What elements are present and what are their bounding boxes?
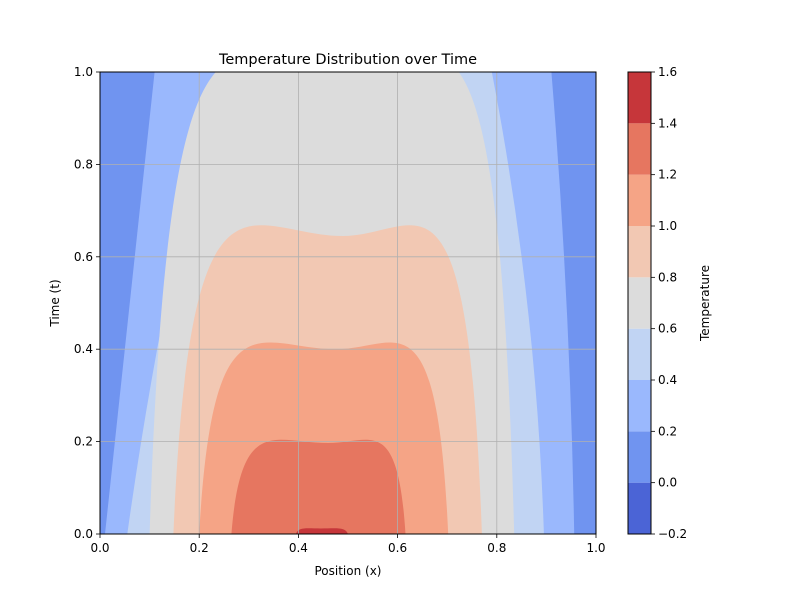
colorbar-ticks: −0.2 0.0 0.2 0.4 0.6 0.8 1.0 1.2 1.4 1.6 [651, 65, 687, 541]
y-tick-label: 1.0 [74, 65, 93, 79]
colorbar-swatch [628, 380, 651, 432]
y-tick-label: 0.0 [74, 527, 93, 541]
colorbar-swatch [628, 226, 651, 278]
y-tick-label: 0.6 [74, 250, 93, 264]
colorbar-tick-label: 1.6 [658, 65, 677, 79]
colorbar: −0.2 0.0 0.2 0.4 0.6 0.8 1.0 1.2 1.4 1.6 Temperat… [627, 65, 712, 541]
y-tick-label: 0.2 [74, 435, 93, 449]
x-tick-label: 1.0 [586, 541, 605, 555]
contour-bands [100, 72, 596, 534]
colorbar-swatch [628, 482, 651, 534]
colorbar-tick-label: 1.2 [658, 168, 677, 182]
x-axis: 0.0 0.2 0.4 0.6 0.8 1.0 [90, 534, 606, 555]
x-tick-label: 0.0 [90, 541, 109, 555]
contour-band [295, 528, 348, 534]
contour-band [231, 439, 406, 534]
x-axis-label: Position (x) [314, 564, 381, 578]
x-tick-label: 0.2 [190, 541, 209, 555]
y-tick-label: 0.8 [74, 157, 93, 171]
colorbar-tick-label: 0.2 [658, 424, 677, 438]
y-axis: 0.0 0.2 0.4 0.6 0.8 1.0 [74, 65, 100, 541]
plot-area [99, 71, 597, 535]
colorbar-swatch [628, 174, 651, 226]
colorbar-label: Temperature [698, 265, 712, 342]
colorbar-tick-label: 0.6 [658, 322, 677, 336]
colorbar-tick-label: 0.4 [658, 373, 677, 387]
colorbar-swatch [628, 72, 651, 124]
colorbar-swatch [628, 277, 651, 329]
x-tick-label: 0.8 [487, 541, 506, 555]
colorbar-swatch [628, 431, 651, 483]
y-axis-label: Time (t) [48, 279, 62, 327]
colorbar-tick-label: 1.0 [658, 219, 677, 233]
x-tick-label: 0.4 [289, 541, 308, 555]
colorbar-tick-label: 0.0 [658, 476, 677, 490]
colorbar-swatch [628, 328, 651, 380]
x-tick-label: 0.6 [388, 541, 407, 555]
colorbar-swatches [628, 72, 651, 534]
plot-frame [99, 71, 597, 535]
y-tick-label: 0.4 [74, 342, 93, 356]
colorbar-frame [627, 71, 652, 535]
colorbar-tick-label: −0.2 [658, 527, 687, 541]
chart-title: Temperature Distribution over Time [218, 52, 477, 68]
colorbar-tick-label: 0.8 [658, 270, 677, 284]
colorbar-swatch [628, 123, 651, 175]
colorbar-tick-label: 1.4 [658, 116, 677, 130]
